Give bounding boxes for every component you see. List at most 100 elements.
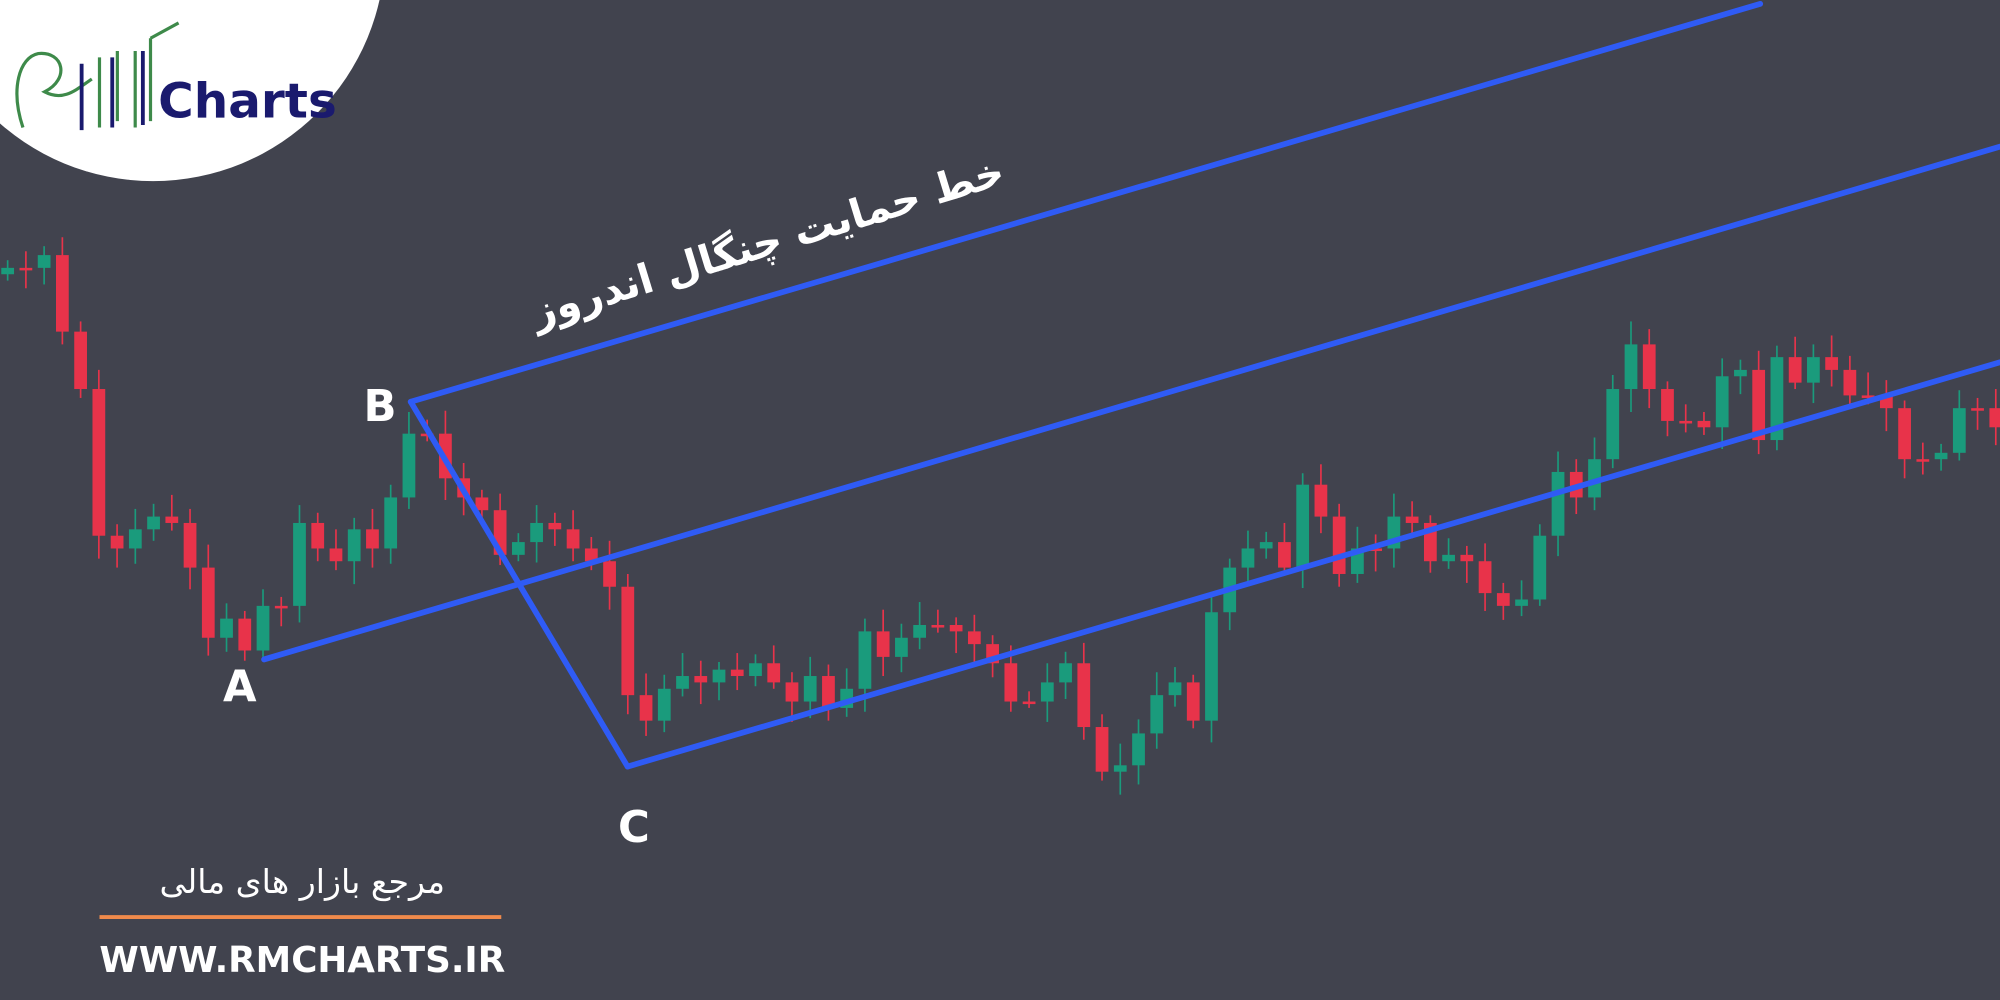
candle-part xyxy=(1734,369,1747,377)
candle-part xyxy=(347,529,361,562)
candle-part xyxy=(1186,682,1200,721)
candle-part xyxy=(1442,554,1455,562)
candle-part xyxy=(1770,357,1784,441)
candle-part xyxy=(1715,376,1729,428)
median-line xyxy=(261,143,2000,663)
candle-part xyxy=(74,331,87,390)
candle-part xyxy=(1004,663,1018,702)
candle-part xyxy=(1405,516,1419,523)
candle-part xyxy=(1460,554,1474,562)
handle-line xyxy=(407,398,631,770)
candle-part xyxy=(931,625,945,628)
point-label: B xyxy=(364,382,397,432)
candle-part xyxy=(1095,727,1109,772)
candle-part xyxy=(366,529,379,549)
candle-part xyxy=(1551,471,1565,536)
lower-line xyxy=(624,359,2000,770)
candle-part xyxy=(511,542,525,555)
upper-line xyxy=(407,0,1764,405)
point-label: A xyxy=(223,663,257,713)
logo-mark xyxy=(15,21,180,129)
candle-part xyxy=(1898,408,1911,460)
candle-part xyxy=(767,663,781,683)
candle-part xyxy=(1588,459,1601,498)
candle-part xyxy=(1478,561,1492,594)
candlesticks xyxy=(1,237,2000,795)
candle-part xyxy=(1752,369,1766,441)
candle-part xyxy=(1861,395,1875,398)
candle-part xyxy=(1952,408,1966,453)
candle-part xyxy=(92,389,106,536)
candle-part xyxy=(749,663,762,677)
candle-part xyxy=(913,625,927,638)
candle-part xyxy=(1515,599,1528,606)
candle-part xyxy=(147,516,160,530)
candle-part xyxy=(1205,612,1218,721)
candle-part xyxy=(1788,357,1802,383)
candle-part xyxy=(1022,701,1036,705)
candle-part xyxy=(165,516,179,523)
logo-badge xyxy=(0,0,380,182)
candle-part xyxy=(676,676,689,689)
candle-part xyxy=(730,669,744,677)
logo-candles xyxy=(79,51,145,131)
candle-part xyxy=(384,497,398,549)
candle-part xyxy=(183,522,197,568)
candle-part xyxy=(1259,542,1273,549)
candle-part xyxy=(274,605,288,609)
candle-part xyxy=(1,267,15,275)
candle-part xyxy=(657,688,671,721)
candle-part xyxy=(895,637,908,657)
candle-part xyxy=(256,605,270,651)
candle-part xyxy=(785,682,799,702)
candle-part xyxy=(530,522,543,543)
candle-part xyxy=(1241,548,1255,568)
candle-part xyxy=(37,255,51,268)
candle-part xyxy=(712,669,726,683)
candle-part xyxy=(128,529,142,549)
candle-part xyxy=(1150,695,1164,734)
tagline: مرجع بازار های مالی xyxy=(160,862,446,901)
candle-part xyxy=(329,548,343,562)
candle-part xyxy=(475,497,489,511)
candle-part xyxy=(220,618,233,638)
candle-part xyxy=(1606,389,1620,460)
candle-part xyxy=(1533,535,1547,600)
candle-part xyxy=(1077,663,1091,728)
candle-part xyxy=(566,529,580,549)
candle-part xyxy=(110,535,124,549)
candle-part xyxy=(1825,357,1839,370)
candle-part xyxy=(1624,344,1638,390)
candle-part xyxy=(1989,408,2000,428)
candle-part xyxy=(1132,733,1145,766)
candle-part xyxy=(1807,357,1820,383)
candle-part xyxy=(1661,389,1674,421)
candle-part xyxy=(1679,420,1693,424)
candle-part xyxy=(1314,484,1328,517)
candle-part xyxy=(858,631,872,689)
candle-part xyxy=(603,561,616,587)
candle-part xyxy=(639,695,653,721)
candle-part xyxy=(876,631,890,657)
candle-part xyxy=(694,676,708,683)
candle-part xyxy=(238,618,252,651)
candle-part xyxy=(311,522,325,549)
candle-part xyxy=(1278,542,1291,568)
candle-part xyxy=(803,676,817,702)
candle-part xyxy=(967,631,981,645)
candle-part xyxy=(1934,452,1948,460)
pitchfork xyxy=(261,0,2000,770)
website: WWW.RMCHARTS.IR xyxy=(99,940,505,981)
candle-part xyxy=(1168,682,1182,696)
logo: Charts xyxy=(0,0,380,182)
candle-part xyxy=(402,433,416,498)
candle-part xyxy=(1642,344,1656,390)
candle-part xyxy=(548,522,562,530)
candle-part xyxy=(1369,548,1383,552)
candle-part xyxy=(1697,420,1711,428)
candle-part xyxy=(1971,408,1984,411)
candle-part xyxy=(584,548,598,562)
candle-part xyxy=(621,586,635,696)
